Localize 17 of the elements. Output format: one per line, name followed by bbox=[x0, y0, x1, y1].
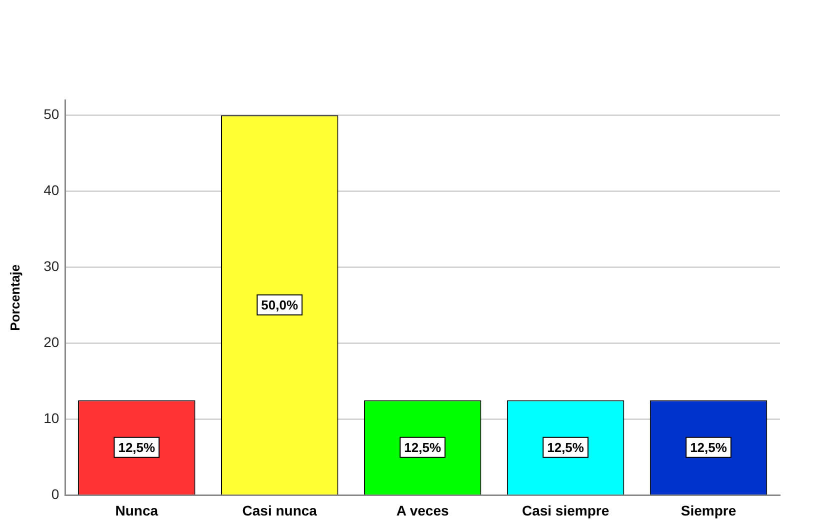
data-label: 12,5% bbox=[547, 440, 584, 455]
x-tick-label: Casi siempre bbox=[522, 502, 610, 518]
y-axis-title: Porcentaje bbox=[7, 264, 22, 331]
y-tick-label: 10 bbox=[44, 410, 60, 426]
x-tick-label: A veces bbox=[396, 502, 449, 518]
y-tick-label: 50 bbox=[44, 106, 60, 122]
data-label: 12,5% bbox=[690, 440, 728, 455]
x-tick-label: Casi nunca bbox=[242, 502, 318, 518]
data-label: 12,5% bbox=[118, 440, 156, 455]
y-tick-label: 0 bbox=[51, 486, 60, 502]
x-tick-label: Nunca bbox=[115, 502, 158, 518]
y-tick-label: 20 bbox=[44, 334, 60, 350]
y-tick-label: 40 bbox=[44, 182, 60, 198]
y-tick-label: 30 bbox=[44, 258, 60, 274]
data-label: 12,5% bbox=[404, 440, 442, 455]
x-tick-label: Siempre bbox=[680, 502, 736, 518]
data-label: 50,0% bbox=[261, 297, 298, 312]
